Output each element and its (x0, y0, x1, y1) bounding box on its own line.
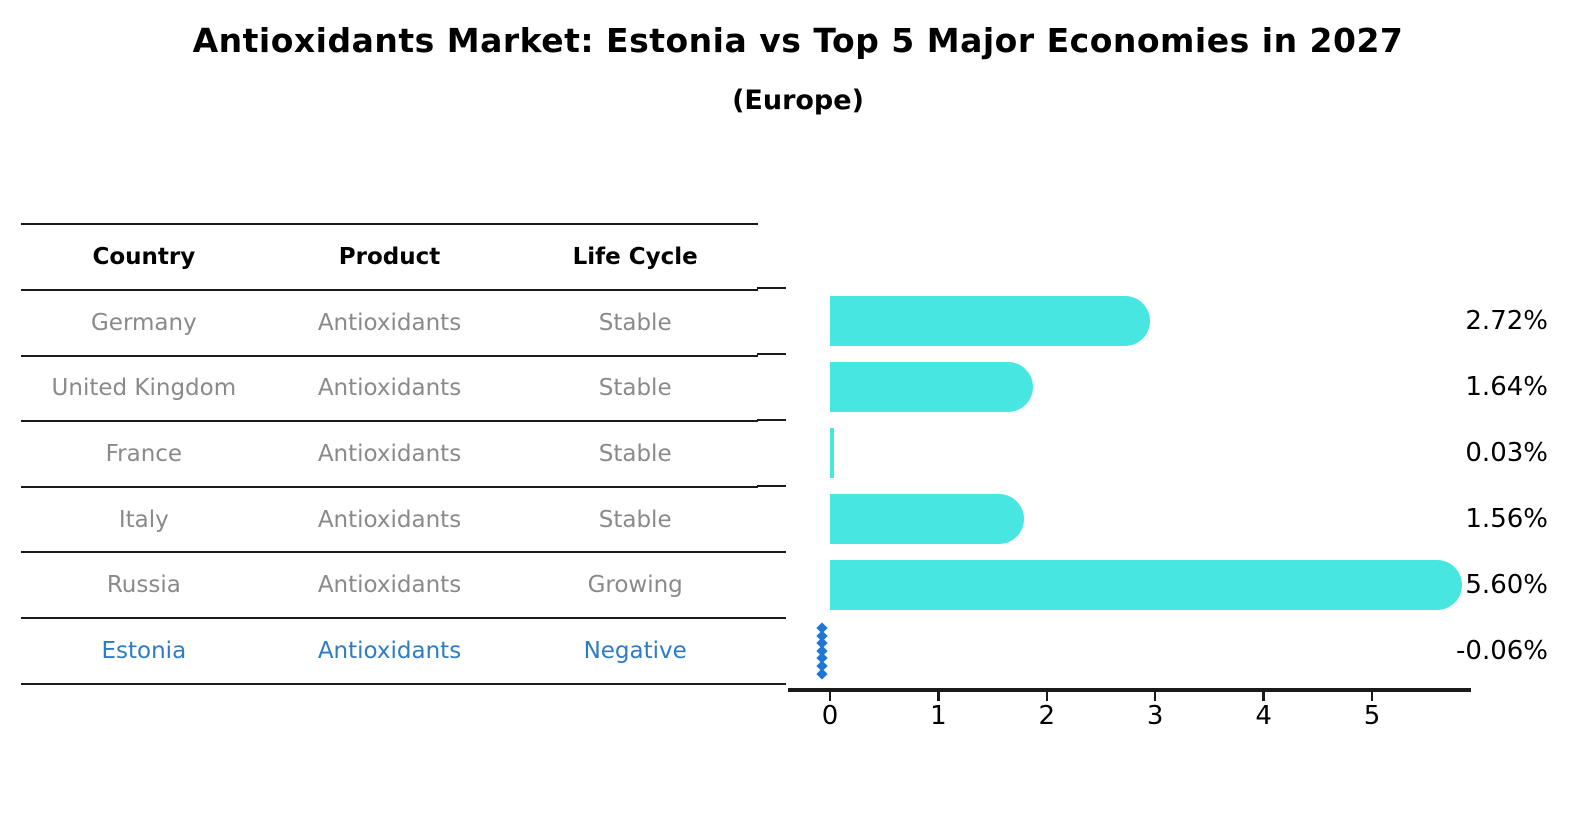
bar-italy (830, 494, 1025, 544)
chart-title: Antioxidants Market: Estonia vs Top 5 Ma… (192, 21, 1404, 60)
y-axis-tick (757, 418, 786, 422)
table-cell: Negative (583, 637, 687, 664)
x-axis-tick-label: 2 (1038, 701, 1056, 731)
bar-russia (830, 560, 1463, 610)
table-cell: Antioxidants (317, 309, 462, 336)
value-label-estonia: -0.06% (1456, 636, 1548, 666)
table-cell: Antioxidants (317, 375, 462, 402)
estonia-marker-diamond (816, 667, 828, 680)
table-cell: Stable (598, 506, 672, 533)
table-cell: Antioxidants (317, 506, 462, 533)
x-axis-tick-label: 0 (821, 701, 839, 731)
table-cell: United Kingdom (51, 375, 237, 402)
y-axis-tick (757, 286, 786, 290)
table-row-italy: Italy Antioxidants Stable (21, 488, 758, 554)
bar-united-kingdom (830, 362, 1033, 412)
value-label-germany: 2.72% (1465, 306, 1548, 336)
table-row-france: France Antioxidants Stable (21, 422, 758, 488)
y-axis-tick (757, 484, 786, 488)
chart-subtitle: (Europe) (732, 85, 864, 116)
x-axis-tick (1045, 691, 1049, 701)
bar-germany (830, 296, 1150, 346)
table-cell: Antioxidants (317, 440, 462, 467)
x-axis-line (788, 688, 1471, 692)
value-label-france: 0.03% (1465, 438, 1548, 468)
table-cell: Italy (118, 506, 169, 533)
table-row-russia: Russia Antioxidants Growing (21, 553, 758, 619)
value-label-united-kingdom: 1.64% (1465, 372, 1548, 402)
table-cell: Estonia (101, 637, 187, 664)
table-row-estonia: Estonia Antioxidants Negative (21, 619, 758, 685)
y-axis-tick (757, 352, 786, 356)
table-header-country: Country (92, 244, 196, 270)
bar-france (830, 428, 834, 478)
value-label-russia: 5.60% (1465, 570, 1548, 600)
table-row-united-kingdom: United Kingdom Antioxidants Stable (21, 357, 758, 423)
x-axis-tick-label: 1 (930, 701, 947, 731)
data-table: Country Product Life Cycle Germany Antioxid… (21, 223, 758, 685)
y-axis-tick (757, 616, 786, 620)
table-header-life-cycle: Life Cycle (572, 244, 698, 270)
table-header-product: Product (338, 244, 441, 270)
x-axis-tick-label: 3 (1146, 701, 1164, 731)
x-axis-tick-label: 4 (1255, 701, 1272, 731)
table-cell: Russia (106, 572, 181, 599)
table-cell: France (105, 440, 183, 467)
y-axis-tick (757, 682, 786, 686)
x-axis-tick (1153, 691, 1157, 701)
table-body: Germany Antioxidants Stable United Kingdom A… (21, 291, 758, 685)
table-cell: Germany (90, 309, 197, 336)
x-axis-tick (1370, 691, 1374, 701)
table-header-row: Country Product Life Cycle (21, 225, 758, 291)
table-row-germany: Germany Antioxidants Stable (21, 291, 758, 357)
x-axis-tick-label: 5 (1363, 701, 1381, 731)
table-cell: Antioxidants (317, 637, 462, 664)
y-axis-tick (757, 550, 786, 554)
table-cell: Stable (598, 440, 672, 467)
table-cell: Stable (598, 375, 672, 402)
x-axis-tick (1262, 691, 1265, 701)
x-axis-tick (828, 691, 832, 701)
x-axis-tick (937, 691, 940, 701)
table-cell: Antioxidants (317, 572, 462, 599)
table-cell: Growing (587, 572, 683, 599)
value-label-italy: 1.56% (1465, 504, 1548, 534)
table-cell: Stable (598, 309, 672, 336)
